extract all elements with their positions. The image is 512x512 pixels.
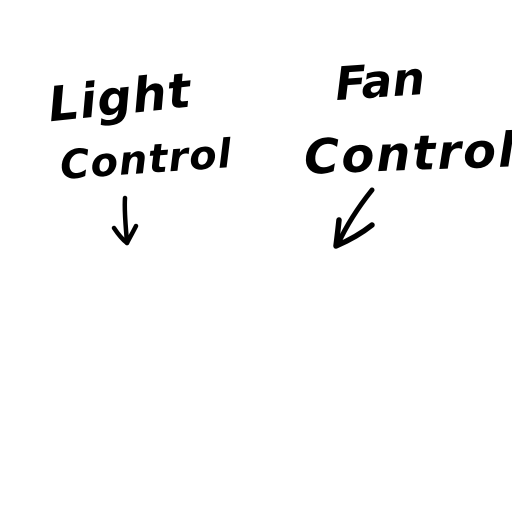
light-control-label-line-1: Light <box>45 62 195 134</box>
fan-control-label-line-1: Fan <box>333 50 427 112</box>
fan-control-label-line-2: Control <box>303 122 512 186</box>
light-control-label-line-2: Control <box>58 131 234 189</box>
